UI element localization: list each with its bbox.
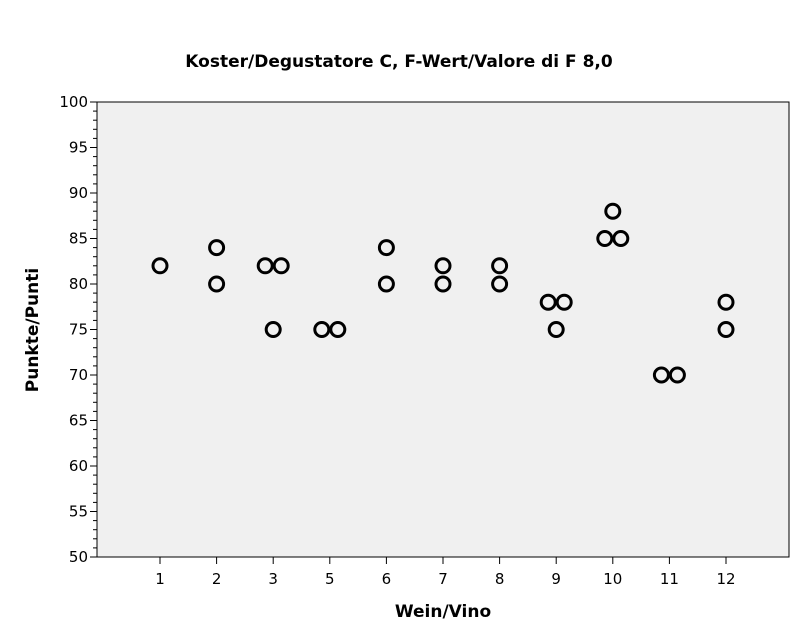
y-tick-label: 100 [59, 93, 88, 111]
x-axis: 1 2 3 5 6 7 8 9 10 11 12 [155, 557, 736, 588]
data-point [539, 293, 557, 311]
x-tick-label: 8 [495, 570, 505, 588]
data-point [434, 257, 452, 275]
data-point [264, 321, 282, 338]
x-tick-label: 12 [716, 570, 735, 588]
y-tick-label: 90 [69, 184, 88, 202]
y-tick-label: 85 [69, 230, 88, 248]
x-tick-label: 10 [603, 570, 622, 588]
data-point [377, 239, 395, 257]
data-point [612, 230, 630, 247]
x-axis-label: Wein/Vino [395, 602, 491, 622]
y-tick-label: 70 [69, 366, 88, 384]
data-point [604, 202, 622, 220]
y-tick-label: 95 [69, 139, 88, 157]
x-tick-label: 3 [268, 570, 278, 588]
y-tick-label: 75 [69, 321, 88, 339]
data-point [668, 366, 686, 384]
data-point [717, 293, 735, 311]
y-tick-label: 65 [69, 412, 88, 430]
data-point [555, 293, 573, 311]
y-axis-label: Punkte/Punti [23, 268, 43, 392]
x-tick-label: 1 [155, 570, 165, 588]
data-point [256, 257, 274, 275]
data-point [434, 275, 452, 293]
data-point [547, 321, 565, 338]
data-points [151, 202, 735, 384]
x-tick-label: 9 [551, 570, 561, 588]
x-tick-label: 11 [660, 570, 679, 588]
y-tick-label: 80 [69, 275, 88, 293]
data-point [596, 230, 614, 247]
plot-area [96, 101, 790, 558]
y-axis: 50 55 60 65 70 75 80 85 90 95 100 [59, 93, 97, 566]
chart-title: Koster/Degustatore C, F-Wert/Valore di F… [185, 52, 613, 72]
data-point [377, 275, 395, 293]
data-point [272, 257, 290, 275]
data-point [151, 257, 169, 275]
x-tick-label: 6 [382, 570, 392, 588]
x-tick-label: 5 [325, 570, 335, 588]
data-point [313, 321, 331, 338]
data-point [208, 275, 226, 293]
y-tick-label: 60 [69, 457, 88, 475]
data-point [491, 257, 509, 275]
x-tick-label: 2 [212, 570, 222, 588]
data-point [329, 321, 347, 338]
x-tick-label: 7 [438, 570, 448, 588]
data-point [491, 275, 509, 293]
data-point [652, 366, 670, 384]
data-point [208, 239, 226, 257]
y-tick-label: 50 [69, 548, 88, 566]
data-point [717, 321, 735, 338]
y-tick-label: 55 [69, 503, 88, 521]
